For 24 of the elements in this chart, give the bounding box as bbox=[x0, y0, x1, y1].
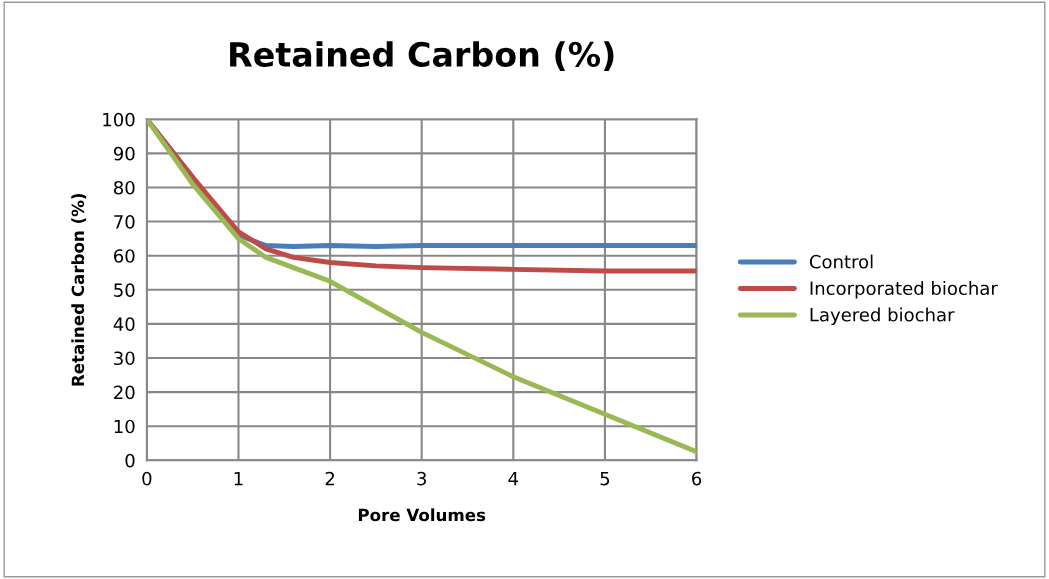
y-tick-label: 90 bbox=[113, 146, 135, 161]
y-tick-label: 0 bbox=[125, 453, 135, 468]
y-tick-label: 20 bbox=[114, 385, 135, 400]
x-axis-title: Pore Volumes bbox=[358, 508, 486, 522]
x-tick-label: 4 bbox=[508, 471, 519, 486]
x-tick-label: 0 bbox=[142, 471, 152, 486]
y-tick-label: 100 bbox=[103, 112, 135, 127]
x-tick-label: 1 bbox=[234, 471, 243, 486]
y-tick-label: 40 bbox=[113, 317, 135, 332]
y-tick-label: 80 bbox=[114, 180, 135, 195]
x-tick-label: 6 bbox=[692, 471, 702, 486]
y-tick-label: 10 bbox=[114, 419, 135, 434]
y-tick-label: 50 bbox=[114, 283, 135, 297]
x-tick-label: 2 bbox=[325, 471, 335, 486]
legend-label: Incorporated biochar bbox=[810, 281, 998, 299]
chart-title: Retained Carbon (%) bbox=[230, 41, 614, 71]
legend-label: Control bbox=[809, 254, 873, 269]
legend-label: Layered biochar bbox=[810, 307, 955, 326]
x-tick-label: 3 bbox=[417, 471, 426, 486]
y-tick-label: 60 bbox=[114, 249, 135, 263]
x-tick-label: 5 bbox=[600, 471, 610, 486]
y-tick-label: 30 bbox=[114, 351, 135, 366]
y-tick-label: 70 bbox=[114, 215, 135, 229]
y-axis-title: Retained Carbon (%) bbox=[71, 193, 87, 386]
